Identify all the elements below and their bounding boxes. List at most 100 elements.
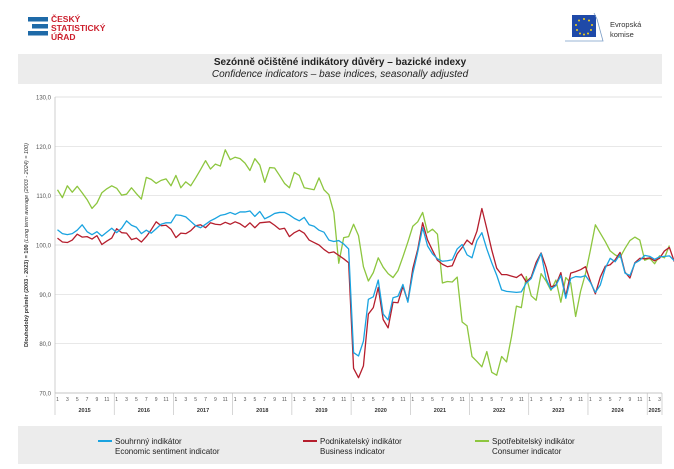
series-line-consumer	[56, 149, 671, 376]
x-tick-label: 3	[362, 397, 365, 403]
x-tick-label: 5	[313, 397, 316, 403]
x-year-label: 2025	[648, 408, 660, 414]
legend: Souhrnný indikátor Economic sentiment in…	[18, 426, 662, 464]
csu-logo: ČESKÝ STATISTICKÝ ÚŘAD	[28, 13, 148, 43]
series-line-economic-sentiment	[57, 210, 674, 357]
ec-logo-line-1: Evropská	[610, 20, 642, 29]
x-tick-label: 7	[500, 397, 503, 403]
x-year-label: 2023	[552, 408, 564, 414]
x-tick-label: 5	[372, 397, 375, 403]
x-tick-label: 9	[273, 397, 276, 403]
x-tick-label: 1	[56, 397, 59, 403]
legend-label: Souhrnný indikátor	[115, 437, 182, 446]
y-tick-label: 130,0	[36, 96, 52, 102]
x-tick-label: 9	[96, 397, 99, 403]
x-tick-label: 5	[194, 397, 197, 403]
line-chart: 70,0 80,0 90,0 100,0 110,0 120,0 130,0 Dlouhodo…	[23, 96, 674, 415]
x-tick-label: 7	[204, 397, 207, 403]
x-tick-label: 7	[323, 397, 326, 403]
x-tick-label: 9	[629, 397, 632, 403]
x-tick-label: 3	[244, 397, 247, 403]
x-tick-label: 5	[253, 397, 256, 403]
x-year-label: 2015	[78, 408, 90, 414]
x-tick-label: 7	[263, 397, 266, 403]
y-tick-label: 110,0	[36, 194, 51, 200]
x-year-label: 2018	[256, 408, 268, 414]
x-year-label: 2021	[434, 408, 446, 414]
x-tick-label: 11	[282, 397, 287, 403]
x-tick-label: 9	[569, 397, 572, 403]
x-tick-label: 9	[510, 397, 513, 403]
legend-swatch	[475, 440, 489, 442]
legend-label: Podnikatelský indikátor	[320, 437, 402, 446]
x-tick-label: 9	[214, 397, 217, 403]
series-line-business	[57, 207, 674, 379]
legend-label-en: Economic sentiment indicator	[115, 447, 220, 456]
x-tick-label: 11	[400, 397, 405, 403]
x-tick-label: 1	[648, 397, 651, 403]
x-tick-label: 3	[599, 397, 602, 403]
x-year-label: 2016	[138, 408, 150, 414]
x-year-label: 2022	[493, 408, 505, 414]
ec-logo-line-2: komise	[610, 30, 634, 39]
chart-area: 70,0 80,0 90,0 100,0 110,0 120,0 130,0 Dlouhodo…	[0, 86, 674, 422]
x-tick-label: 3	[658, 397, 661, 403]
y-axis-title-en: (Long term average (2003 - 2024) = 100)	[24, 143, 30, 243]
y-tick-label: 100,0	[36, 244, 52, 250]
european-commission-logo: Evropská komise	[562, 11, 662, 47]
y-tick-label: 80,0	[39, 342, 51, 348]
y-tick-label: 70,0	[39, 392, 51, 398]
x-tick-label: 11	[341, 397, 346, 403]
x-tick-label: 9	[392, 397, 395, 403]
x-tick-label: 3	[540, 397, 543, 403]
x-tick-label: 3	[125, 397, 128, 403]
y-axis-title: Dlouhodobý průměr (2003 - 2023) = 100 (L…	[23, 143, 30, 347]
x-year-label: 2020	[375, 408, 387, 414]
x-tick-label: 11	[637, 397, 642, 403]
x-tick-label: 7	[441, 397, 444, 403]
x-tick-label: 7	[145, 397, 148, 403]
x-tick-label: 1	[352, 397, 355, 403]
x-tick-label: 7	[559, 397, 562, 403]
x-tick-label: 3	[66, 397, 69, 403]
x-tick-label: 5	[431, 397, 434, 403]
y-tick-label: 90,0	[39, 293, 51, 299]
legend-label-en: Consumer indicator	[492, 447, 562, 456]
x-tick-label: 3	[480, 397, 483, 403]
x-tick-label: 5	[550, 397, 553, 403]
x-tick-label: 11	[460, 397, 465, 403]
x-tick-label: 5	[609, 397, 612, 403]
x-year-label: 2019	[315, 408, 327, 414]
x-tick-label: 1	[115, 397, 118, 403]
x-tick-label: 1	[234, 397, 237, 403]
x-tick-label: 7	[619, 397, 622, 403]
y-tick-label: 120,0	[36, 145, 52, 151]
x-tick-label: 3	[421, 397, 424, 403]
legend-label: Spotřebitelský indikátor	[492, 437, 575, 446]
legend-swatch	[303, 440, 317, 442]
x-tick-label: 7	[86, 397, 89, 403]
x-tick-label: 1	[175, 397, 178, 403]
x-tick-label: 1	[411, 397, 414, 403]
x-year-label: 2024	[611, 408, 624, 414]
x-year-label: 2017	[197, 408, 209, 414]
x-tick-label: 5	[135, 397, 138, 403]
x-tick-label: 9	[332, 397, 335, 403]
csu-logo-line-1: ČESKÝ	[51, 13, 81, 24]
x-tick-label: 11	[578, 397, 583, 403]
x-tick-label: 11	[104, 397, 109, 403]
x-tick-label: 1	[530, 397, 533, 403]
x-tick-label: 11	[223, 397, 228, 403]
x-tick-label: 1	[471, 397, 474, 403]
x-tick-label: 5	[490, 397, 493, 403]
x-tick-label: 7	[382, 397, 385, 403]
chart-subtitle: Confidence indicators – base indices, se…	[211, 69, 469, 80]
csu-logo-line-3: ÚŘAD	[51, 31, 76, 42]
x-tick-label: 3	[303, 397, 306, 403]
x-tick-label: 5	[76, 397, 79, 403]
y-axis-title-cz: Dlouhodobý průměr (2003 - 2023) = 100	[23, 243, 30, 347]
chart-title: Sezónně očištěné indikátory důvěry – baz…	[213, 57, 467, 68]
x-tick-label: 3	[184, 397, 187, 403]
chart-title-box: Sezónně očištěné indikátory důvěry – baz…	[18, 54, 662, 84]
x-tick-label: 9	[451, 397, 454, 403]
